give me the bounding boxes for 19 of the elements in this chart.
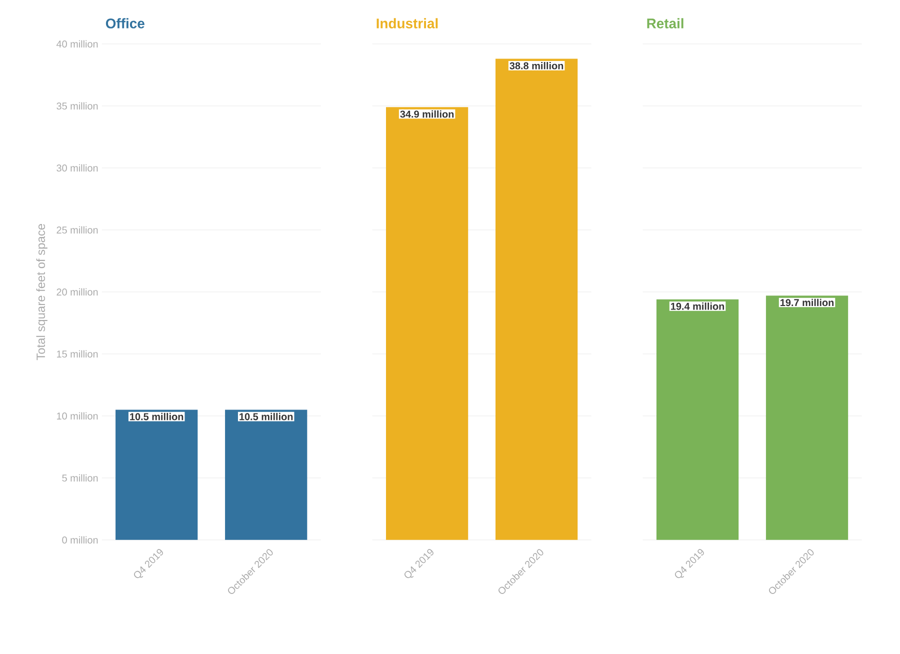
y-tick-label: 30 million bbox=[56, 164, 98, 172]
y-tick-label: 15 million bbox=[57, 350, 98, 358]
y-tick-label: 10 million bbox=[57, 412, 98, 420]
chart-title: Industrial bbox=[376, 18, 438, 28]
chart-title: Retail bbox=[647, 18, 684, 28]
data-label: 19.7 million bbox=[780, 298, 834, 306]
y-tick-label: 20 million bbox=[56, 288, 98, 296]
data-label: 10.5 million bbox=[240, 412, 293, 420]
y-tick-label: 25 million bbox=[56, 226, 98, 234]
chart-title: Office bbox=[106, 18, 144, 28]
y-tick-label: 35 million bbox=[56, 102, 98, 110]
y-axis-title: Total square feet of space bbox=[36, 224, 48, 360]
data-label: 38.8 million bbox=[510, 62, 564, 70]
y-tick-label: 40 million bbox=[56, 40, 98, 48]
y-tick-label: 0 million bbox=[62, 536, 98, 544]
y-tick-label: 5 million bbox=[62, 474, 98, 482]
data-label: 19.4 million bbox=[671, 302, 724, 310]
data-label: 34.9 million bbox=[400, 110, 454, 118]
data-label: 10.5 million bbox=[130, 412, 184, 420]
